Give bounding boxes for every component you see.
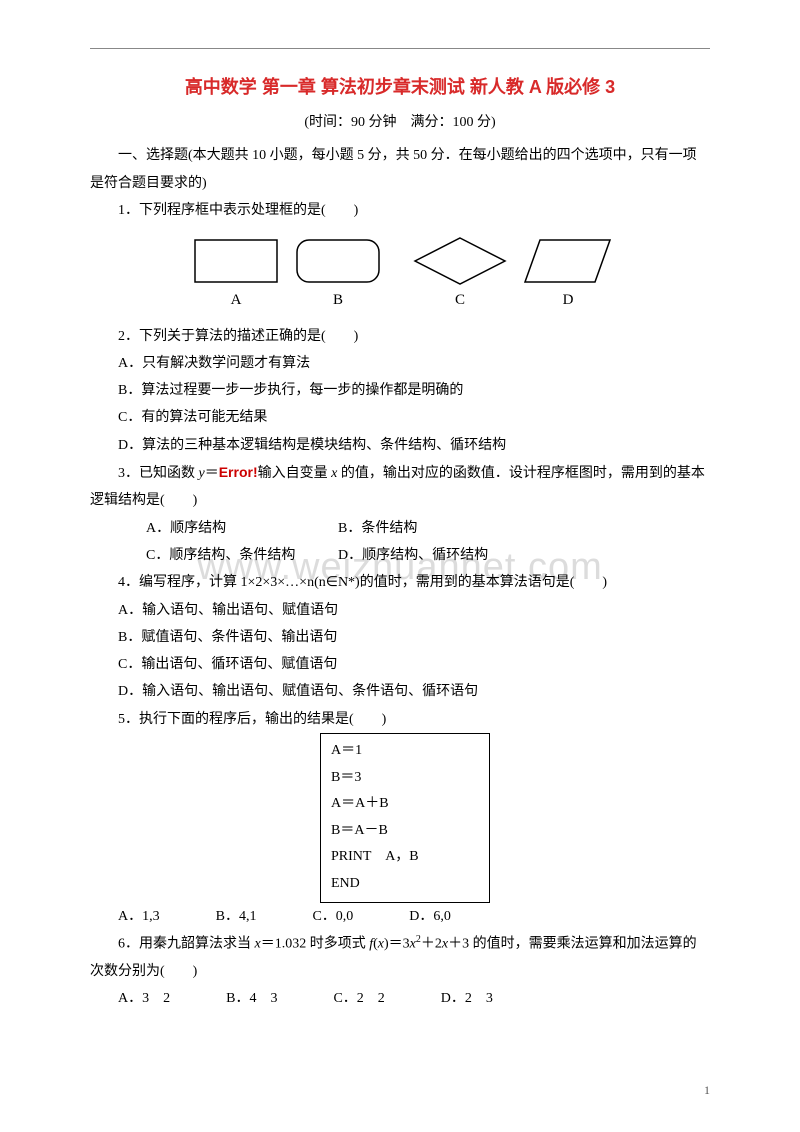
q2-opt-A: A．只有解决数学问题才有算法 [90, 350, 710, 377]
q6-mid2: )＝3 [384, 937, 410, 952]
q3-opt-A: A．顺序结构 [118, 515, 338, 542]
question-5: 5．执行下面的程序后，输出的结果是( ) [90, 706, 710, 733]
q6-options: A．3 2 B．4 3 C．2 2 D．2 3 [90, 985, 710, 1012]
q2-opt-D: D．算法的三种基本逻辑结构是模块结构、条件结构、循环结构 [90, 432, 710, 459]
header-rule [90, 48, 710, 49]
question-6: 6．用秦九韶算法求当 x＝1.032 时多项式 f(x)＝3x2＋2x＋3 的值… [90, 930, 710, 985]
q3-opt-D: D．顺序结构、循环结构 [338, 548, 488, 563]
q4-opt-A: A．输入语句、输出语句、赋值语句 [90, 597, 710, 624]
page-number: 1 [704, 1079, 710, 1102]
label-B: B [333, 292, 343, 308]
question-3: 3．已知函数 y＝Error!输入自变量 x 的值，输出对应的函数值．设计程序框… [90, 459, 710, 515]
q4-opt-C: C．输出语句、循环语句、赋值语句 [90, 651, 710, 678]
q3-opt-C: C．顺序结构、条件结构 [118, 542, 338, 569]
question-2: 2．下列关于算法的描述正确的是( ) [90, 323, 710, 350]
q4-opt-B: B．赋值语句、条件语句、输出语句 [90, 624, 710, 651]
label-C: C [455, 292, 465, 308]
label-D: D [563, 292, 574, 308]
q5-options: A．1,3 B．4,1 C．0,0 D．6,0 [90, 903, 710, 930]
code-line-5: PRINT A，B [331, 844, 479, 871]
q4-opt-D: D．输入语句、输出语句、赋值语句、条件语句、循环语句 [90, 678, 710, 705]
q2-opt-C: C．有的算法可能无结果 [90, 404, 710, 431]
code-line-6: END [331, 871, 479, 898]
label-A: A [231, 292, 242, 308]
q3-row2: C．顺序结构、条件结构D．顺序结构、循环结构 [90, 542, 710, 569]
q2-opt-B: B．算法过程要一步一步执行，每一步的操作都是明确的 [90, 377, 710, 404]
doc-title: 高中数学 第一章 算法初步章末测试 新人教 A 版必修 3 [90, 70, 710, 105]
question-1: 1．下列程序框中表示处理框的是( ) [90, 197, 710, 224]
shapes-svg: A B C D [185, 232, 615, 310]
q3-opt-B: B．条件结构 [338, 521, 417, 536]
section-1-intro: 一、选择题(本大题共 10 小题，每小题 5 分，共 50 分．在每小题给出的四… [90, 142, 710, 197]
q1-shapes: A B C D [90, 232, 710, 320]
q5-code-box: A＝1 B＝3 A＝A＋B B＝A－B PRINT A，B END [320, 733, 490, 903]
code-line-3: A＝A＋B [331, 791, 479, 818]
q3-pre: 3．已知函数 [118, 466, 199, 481]
page-content: 高中数学 第一章 算法初步章末测试 新人教 A 版必修 3 (时间：90 分钟 … [90, 70, 710, 1012]
q3-row1: A．顺序结构B．条件结构 [90, 515, 710, 542]
q6-mid1: ＝1.032 时多项式 [261, 937, 370, 952]
q6-pre: 6．用秦九韶算法求当 [118, 937, 255, 952]
q3-eq: ＝ [205, 466, 219, 481]
q3-mid: 输入自变量 [258, 466, 332, 481]
question-4: 4．编写程序，计算 1×2×3×…×n(n∈N*)的值时，需用到的基本算法语句是… [90, 569, 710, 596]
q3-error: Error! [219, 464, 258, 480]
doc-subtitle: (时间：90 分钟 满分：100 分) [90, 109, 710, 136]
code-line-1: A＝1 [331, 738, 479, 765]
q6-mid3: ＋2 [421, 937, 442, 952]
code-line-2: B＝3 [331, 765, 479, 792]
code-line-4: B＝A－B [331, 818, 479, 845]
